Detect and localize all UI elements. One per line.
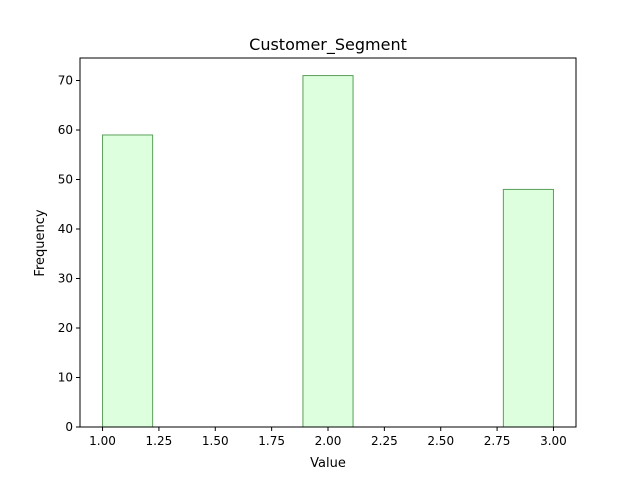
chart-title: Customer_Segment	[249, 35, 407, 55]
y-tick-label: 0	[65, 420, 73, 434]
x-tick-label: 1.50	[202, 434, 229, 448]
y-tick-label: 10	[58, 371, 73, 385]
x-tick-label: 1.25	[146, 434, 173, 448]
y-tick-label: 40	[58, 222, 73, 236]
histogram-bar-3	[502, 188, 554, 428]
histogram-bar-2	[302, 75, 354, 428]
x-tick-label: 2.00	[315, 434, 342, 448]
x-tick-label: 1.75	[258, 434, 285, 448]
y-tick-label: 30	[58, 272, 73, 286]
x-axis-ticks: 1.00 1.25 1.50 1.75 2.00 2.25 2.50 2.75 3.00	[89, 427, 567, 448]
x-tick-label: 3.00	[540, 434, 567, 448]
y-tick-label: 70	[58, 74, 73, 88]
x-tick-label: 2.25	[371, 434, 398, 448]
y-tick-label: 20	[58, 321, 73, 335]
y-tick-label: 60	[58, 123, 73, 137]
y-axis-ticks: 0 10 20 30 40 50 60 70	[58, 74, 80, 434]
y-axis-label: Frequency	[33, 209, 48, 276]
y-tick-label: 50	[58, 173, 73, 187]
x-tick-label: 2.75	[484, 434, 511, 448]
x-tick-label: 2.50	[427, 434, 454, 448]
x-axis-label: Value	[310, 456, 346, 471]
bars-layer	[102, 75, 554, 428]
x-tick-label: 1.00	[89, 434, 116, 448]
histogram-bar-1	[102, 134, 154, 428]
